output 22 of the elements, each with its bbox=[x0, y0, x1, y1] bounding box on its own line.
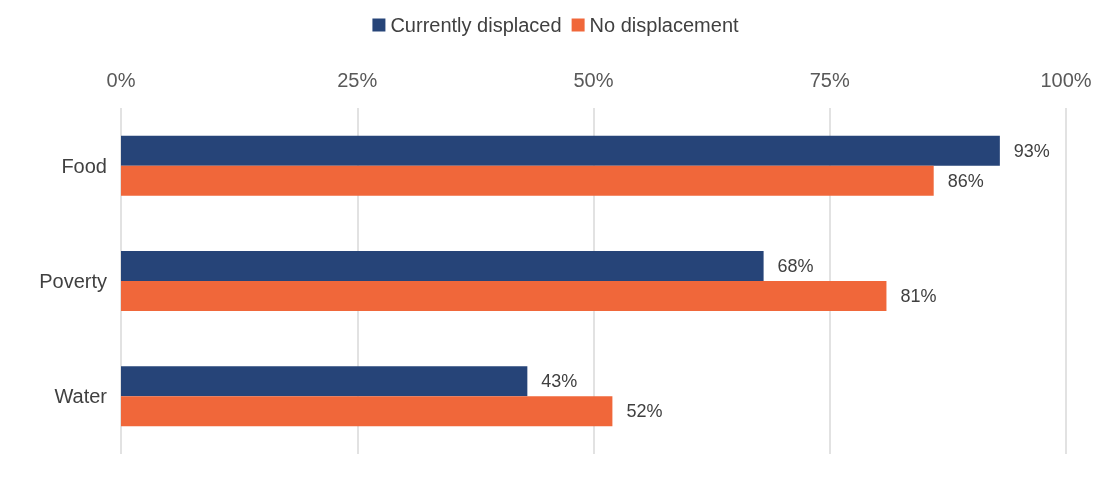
bar bbox=[121, 281, 887, 311]
bar bbox=[121, 251, 764, 281]
data-label: 43% bbox=[541, 371, 578, 392]
data-label: 68% bbox=[777, 256, 814, 277]
bar bbox=[121, 165, 934, 196]
data-label: 81% bbox=[900, 285, 937, 306]
bar bbox=[121, 396, 613, 427]
data-label: 93% bbox=[1013, 140, 1050, 161]
y-tick-label: Water bbox=[54, 385, 108, 408]
data-label: 86% bbox=[947, 170, 984, 191]
legend-label: Currently displaced bbox=[390, 14, 562, 36]
x-tick-label: 50% bbox=[573, 69, 614, 91]
x-tick-label: 25% bbox=[337, 69, 378, 91]
x-tick-label: 0% bbox=[106, 69, 136, 91]
x-tick-label: 75% bbox=[809, 69, 850, 91]
bar bbox=[121, 366, 528, 397]
legend-label: No displacement bbox=[589, 14, 740, 36]
data-label: 52% bbox=[626, 401, 663, 422]
x-tick-label: 100% bbox=[1040, 69, 1092, 91]
y-tick-label: Poverty bbox=[39, 270, 107, 292]
y-tick-label: Food bbox=[61, 154, 107, 177]
bar bbox=[121, 135, 1000, 166]
